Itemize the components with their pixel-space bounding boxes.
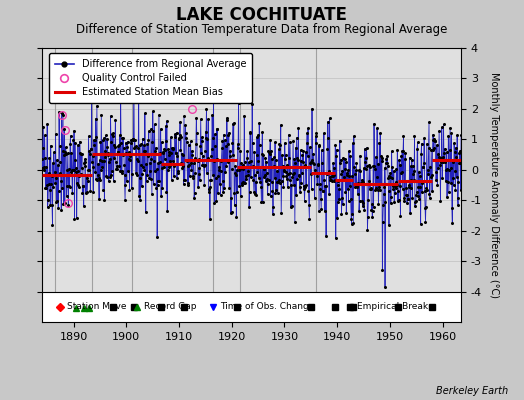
Text: Time of Obs. Change: Time of Obs. Change	[220, 302, 314, 311]
Text: Station Move: Station Move	[67, 302, 127, 311]
Legend: Difference from Regional Average, Quality Control Failed, Estimated Station Mean: Difference from Regional Average, Qualit…	[49, 54, 252, 103]
Text: Empirical Break: Empirical Break	[357, 302, 428, 311]
Text: Record Gap: Record Gap	[144, 302, 196, 311]
Y-axis label: Monthly Temperature Anomaly Difference (°C): Monthly Temperature Anomaly Difference (…	[489, 72, 499, 298]
Text: Difference of Station Temperature Data from Regional Average: Difference of Station Temperature Data f…	[77, 24, 447, 36]
Text: LAKE COCHITUATE: LAKE COCHITUATE	[177, 6, 347, 24]
Bar	[42, 292, 461, 322]
Text: Berkeley Earth: Berkeley Earth	[436, 386, 508, 396]
